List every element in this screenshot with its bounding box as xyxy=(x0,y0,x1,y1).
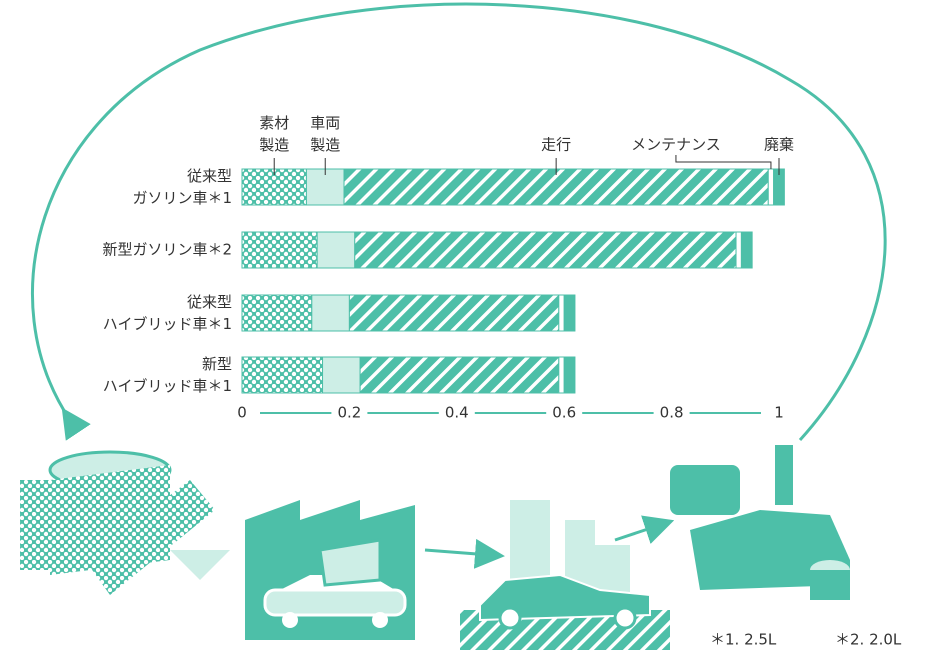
bar-segment xyxy=(359,356,560,394)
bar-segment xyxy=(311,294,350,332)
segment-label: メンテナンス xyxy=(631,136,721,154)
segment-label: 走行 xyxy=(541,136,571,154)
bar-segment xyxy=(735,231,742,269)
segment-label: 素材製造 xyxy=(259,114,289,154)
category-label: 新型ガソリン車＊2 xyxy=(102,241,232,259)
bar-segment xyxy=(316,231,356,269)
category-label: 新型ハイブリッド車＊1 xyxy=(103,355,232,395)
bar-segment xyxy=(241,294,313,332)
bar-segment xyxy=(322,356,361,394)
bar-segment xyxy=(563,294,576,332)
bar-segment xyxy=(241,356,324,394)
category-label: 従来型ハイブリッド車＊1 xyxy=(103,293,232,333)
leader xyxy=(675,155,772,169)
bar-segment xyxy=(767,168,775,206)
bar-segment xyxy=(558,294,565,332)
x-tick-label: 0.8 xyxy=(660,404,684,422)
x-tick-label: 0.6 xyxy=(552,404,576,422)
lifecycle-arc xyxy=(31,2,887,442)
bar-segment xyxy=(563,356,576,394)
bar-segment xyxy=(740,231,753,269)
bar-segment xyxy=(348,294,560,332)
footnote: ＊1. 2.5L xyxy=(710,631,777,649)
footnote: ＊2. 2.0L xyxy=(835,631,902,649)
segment-label: 廃棄 xyxy=(764,136,794,154)
category-label: 従来型ガソリン車＊1 xyxy=(132,167,232,207)
bar-segment xyxy=(241,231,318,269)
bar-segment xyxy=(354,231,737,269)
segment-label: 車両製造 xyxy=(310,114,340,154)
bar-segment xyxy=(558,356,565,394)
x-tick-label: 0 xyxy=(237,404,247,422)
x-tick-label: 0.4 xyxy=(445,404,469,422)
illustrations xyxy=(20,445,850,650)
x-tick-label: 1 xyxy=(774,404,784,422)
x-tick-label: 0.2 xyxy=(337,404,361,422)
